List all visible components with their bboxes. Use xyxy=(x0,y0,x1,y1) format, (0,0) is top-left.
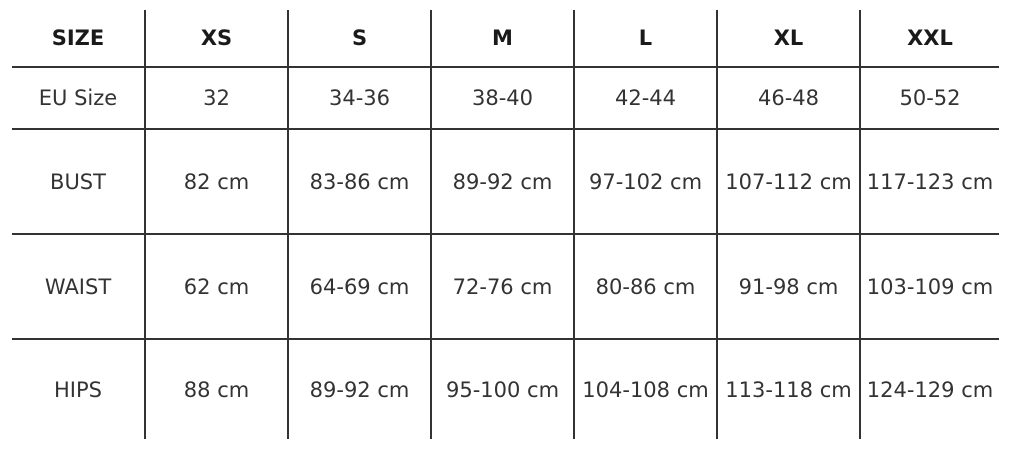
cell: 62 cm xyxy=(144,233,289,340)
header-row: SIZE XS S M L XL XXL xyxy=(12,10,999,68)
cell: 82 cm xyxy=(144,128,289,235)
cell: 50-52 xyxy=(859,66,999,130)
table-row: BUST 82 cm 83-86 cm 89-92 cm 97-102 cm 1… xyxy=(12,128,999,235)
row-label: EU Size xyxy=(12,66,146,130)
header-xl: XL xyxy=(716,10,861,68)
cell: 34-36 xyxy=(287,66,432,130)
cell: 95-100 cm xyxy=(430,338,575,439)
cell: 104-108 cm xyxy=(573,338,718,439)
cell: 117-123 cm xyxy=(859,128,999,235)
header-xs: XS xyxy=(144,10,289,68)
cell: 89-92 cm xyxy=(287,338,432,439)
cell: 72-76 cm xyxy=(430,233,575,340)
cell: 32 xyxy=(144,66,289,130)
row-label: WAIST xyxy=(12,233,146,340)
cell: 83-86 cm xyxy=(287,128,432,235)
cell: 64-69 cm xyxy=(287,233,432,340)
cell: 97-102 cm xyxy=(573,128,718,235)
header-xxl: XXL xyxy=(859,10,999,68)
table-row: WAIST 62 cm 64-69 cm 72-76 cm 80-86 cm 9… xyxy=(12,233,999,340)
cell: 124-129 cm xyxy=(859,338,999,439)
cell: 88 cm xyxy=(144,338,289,439)
cell: 103-109 cm xyxy=(859,233,999,340)
cell: 38-40 xyxy=(430,66,575,130)
cell: 113-118 cm xyxy=(716,338,861,439)
row-label: HIPS xyxy=(12,338,146,439)
table-row: EU Size 32 34-36 38-40 42-44 46-48 50-52 xyxy=(12,66,999,130)
cell: 91-98 cm xyxy=(716,233,861,340)
header-s: S xyxy=(287,10,432,68)
header-l: L xyxy=(573,10,718,68)
size-chart-table: SIZE XS S M L XL XXL EU Size 32 34-36 38… xyxy=(12,10,999,439)
row-label: BUST xyxy=(12,128,146,235)
cell: 80-86 cm xyxy=(573,233,718,340)
cell: 107-112 cm xyxy=(716,128,861,235)
table-row: HIPS 88 cm 89-92 cm 95-100 cm 104-108 cm… xyxy=(12,338,999,439)
cell: 46-48 xyxy=(716,66,861,130)
header-size: SIZE xyxy=(12,10,146,68)
cell: 42-44 xyxy=(573,66,718,130)
header-m: M xyxy=(430,10,575,68)
cell: 89-92 cm xyxy=(430,128,575,235)
